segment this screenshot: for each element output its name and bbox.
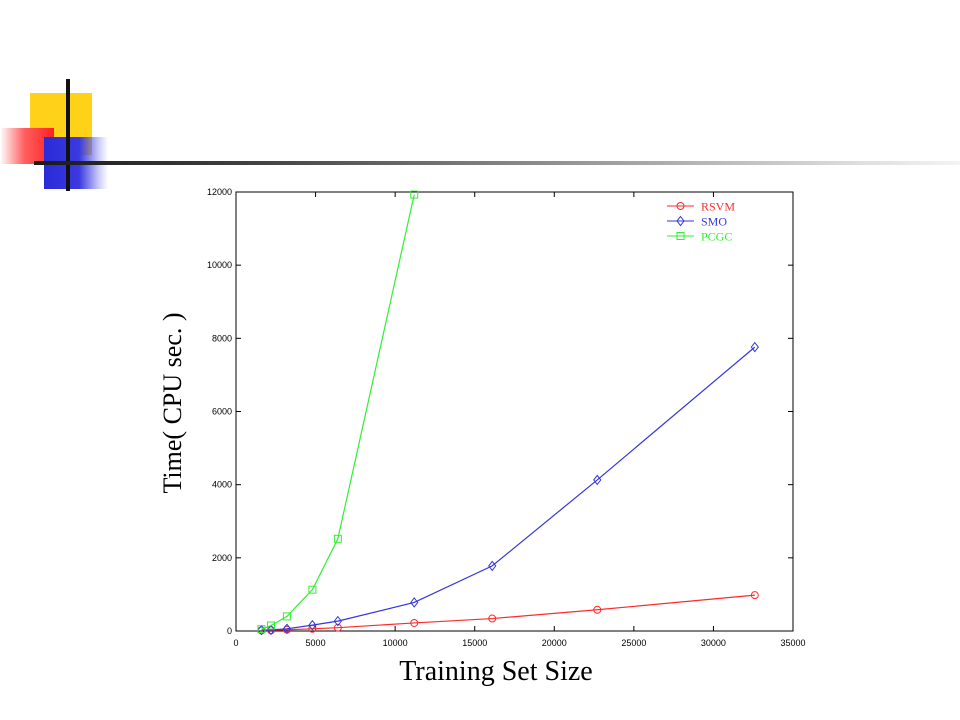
- x-tick-label: 0: [233, 638, 238, 648]
- x-tick-label: 30000: [701, 638, 726, 648]
- y-tick-label: 2000: [212, 553, 232, 563]
- y-tick-label: 4000: [212, 480, 232, 490]
- data-point-pcgc: [410, 190, 419, 199]
- data-point-smo: [750, 341, 759, 353]
- data-point-rsvm: [750, 591, 759, 600]
- plot-frame: [235, 191, 794, 632]
- legend-label-pcgc: PCGC: [701, 230, 732, 244]
- data-point-rsvm: [488, 614, 497, 623]
- data-point-smo: [488, 560, 497, 572]
- x-tick-label: 10000: [383, 638, 408, 648]
- decor-vertical-line: [66, 79, 70, 191]
- data-point-smo: [593, 474, 602, 486]
- data-point-pcgc: [282, 612, 291, 621]
- data-point-pcgc: [267, 621, 276, 630]
- data-point-pcgc: [308, 585, 317, 594]
- y-tick-label: 6000: [212, 407, 232, 417]
- data-point-smo: [333, 615, 342, 627]
- legend-label-smo: SMO: [701, 215, 727, 229]
- y-tick-label: 10000: [207, 260, 232, 270]
- series-line-smo: [261, 346, 756, 631]
- data-point-smo: [308, 619, 317, 631]
- legend-marker-rsvm: [676, 202, 685, 210]
- data-point-smo: [410, 597, 419, 608]
- legend-label-rsvm: RSVM: [701, 200, 735, 214]
- x-tick-label: 35000: [780, 638, 805, 648]
- x-tick-label: 15000: [462, 638, 487, 648]
- x-axis-title: Training Set Size: [399, 656, 593, 687]
- y-axis-title: Time( CPU sec. ): [158, 312, 187, 494]
- data-point-smo: [266, 624, 276, 636]
- line-chart: 0 5000 10000 15000 20000 25000 30000 35000 0 2000…: [207, 187, 806, 648]
- legend-marker-pcgc: [676, 232, 685, 240]
- decor-horizontal-rule: [34, 161, 960, 165]
- y-tick-label: 12000: [207, 187, 232, 197]
- data-point-smo: [282, 623, 292, 635]
- legend-marker-smo: [676, 215, 685, 227]
- data-point-rsvm: [333, 623, 342, 632]
- series-line-pcgc: [261, 194, 415, 630]
- x-tick-label: 5000: [306, 638, 326, 648]
- data-point-rsvm: [593, 605, 602, 614]
- y-tick-label: 0: [227, 626, 232, 636]
- x-tick-label: 25000: [621, 638, 646, 648]
- y-tick-label: 8000: [212, 333, 232, 343]
- data-point-pcgc: [257, 625, 266, 634]
- data-point-rsvm: [410, 618, 419, 627]
- x-tick-label: 20000: [542, 638, 567, 648]
- data-point-pcgc: [333, 534, 342, 543]
